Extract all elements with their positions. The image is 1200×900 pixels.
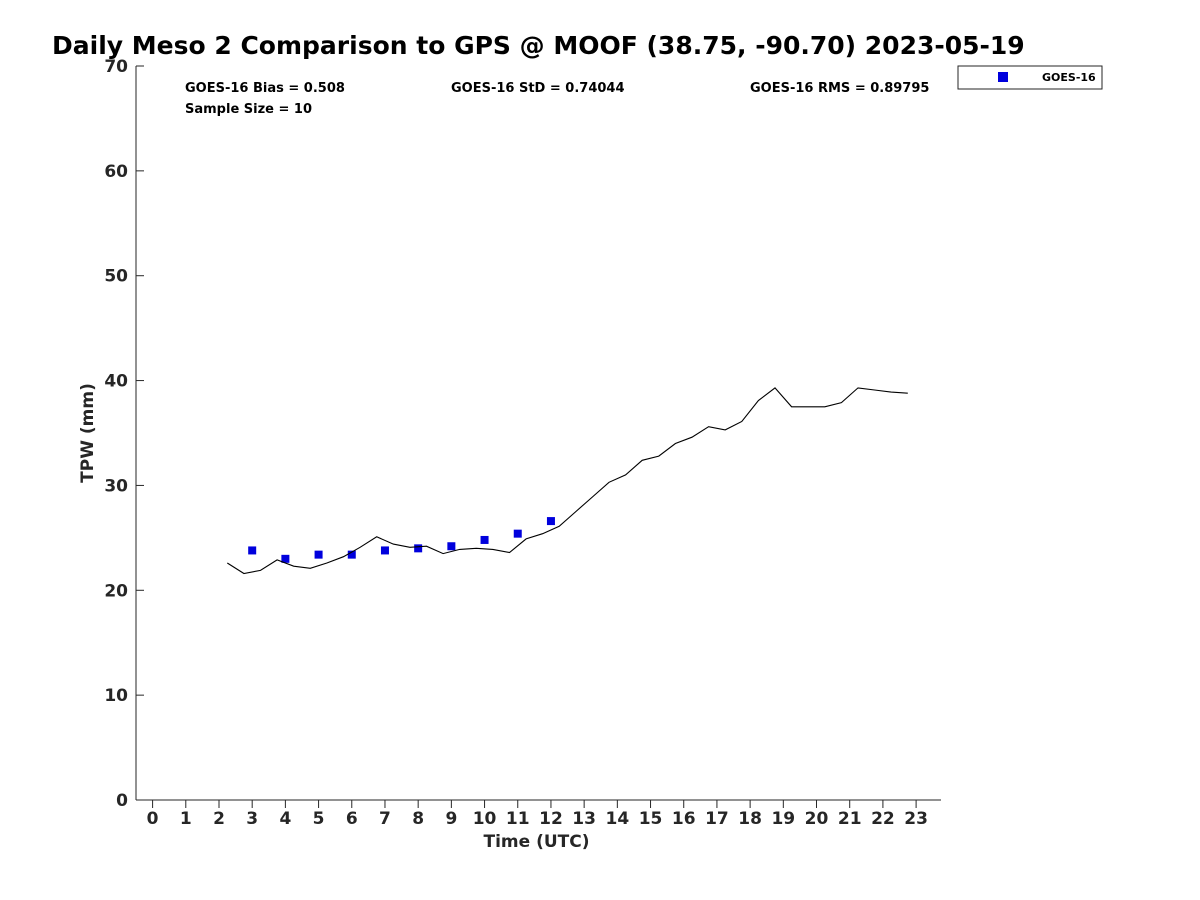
x-tick-label: 5 — [313, 809, 325, 829]
x-tick-label: 9 — [445, 809, 457, 829]
statistics-annotations: GOES-16 Bias = 0.508 GOES-16 StD = 0.740… — [185, 81, 929, 117]
goes16-data-point — [248, 546, 257, 555]
x-tick-label: 4 — [279, 809, 291, 829]
y-ticks: 0 10 20 30 40 50 60 70 — [104, 57, 144, 811]
axes — [135, 66, 941, 801]
goes16-data-point — [281, 554, 290, 563]
x-tick-label: 20 — [805, 809, 829, 829]
x-tick-label: 8 — [412, 809, 424, 829]
goes16-data-point — [513, 529, 522, 538]
y-axis-label: TPW (mm) — [78, 383, 98, 483]
x-tick-label: 3 — [246, 809, 258, 829]
x-tick-label: 13 — [572, 809, 596, 829]
x-tick-label: 2 — [213, 809, 225, 829]
x-tick-label: 1 — [180, 809, 192, 829]
x-tick-label: 10 — [473, 809, 497, 829]
chart-title: Daily Meso 2 Comparison to GPS @ MOOF (3… — [52, 31, 1025, 60]
y-tick-label: 0 — [116, 791, 128, 811]
y-tick-label: 30 — [104, 476, 128, 496]
goes16-data-point — [314, 550, 323, 559]
goes16-data-point — [380, 546, 389, 555]
x-tick-label: 23 — [904, 809, 928, 829]
legend-label-goes16: GOES-16 — [1042, 71, 1096, 84]
std-annotation: GOES-16 StD = 0.74044 — [451, 81, 625, 96]
y-tick-label: 10 — [104, 686, 128, 706]
sample-size-annotation: Sample Size = 10 — [185, 102, 312, 117]
x-tick-label: 21 — [838, 809, 862, 829]
x-tick-label: 16 — [672, 809, 696, 829]
goes16-data-point — [480, 535, 489, 544]
y-tick-label: 70 — [104, 57, 128, 77]
x-tick-label: 18 — [738, 809, 762, 829]
x-tick-label: 22 — [871, 809, 895, 829]
rms-annotation: GOES-16 RMS = 0.89795 — [750, 81, 929, 96]
x-tick-label: 0 — [147, 809, 159, 829]
x-tick-label: 12 — [539, 809, 563, 829]
legend-marker — [998, 72, 1008, 82]
y-tick-label: 40 — [104, 372, 128, 392]
y-tick-label: 20 — [104, 581, 128, 601]
y-tick-label: 50 — [104, 267, 128, 287]
x-tick-label: 14 — [606, 809, 630, 829]
x-tick-label: 19 — [771, 809, 795, 829]
x-tick-label: 7 — [379, 809, 391, 829]
x-tick-label: 17 — [705, 809, 729, 829]
gps-tpw-line — [227, 387, 908, 575]
x-tick-label: 6 — [346, 809, 358, 829]
y-tick-label: 60 — [104, 162, 128, 182]
series-layer — [227, 387, 908, 575]
x-axis-label: Time (UTC) — [483, 832, 589, 852]
goes16-data-point — [546, 517, 555, 526]
x-tick-label: 15 — [639, 809, 663, 829]
goes16-data-point — [347, 550, 356, 559]
goes16-data-point — [414, 544, 423, 553]
x-tick-label: 11 — [506, 809, 530, 829]
legend: GOES-16 — [957, 65, 1103, 90]
x-ticks: 0 1 2 3 4 5 6 7 8 9 10 11 12 13 14 15 16 17 18 19 20 21 22 23 — [147, 800, 928, 829]
bias-annotation: GOES-16 Bias = 0.508 — [185, 81, 345, 96]
goes16-data-point — [447, 542, 456, 551]
legend-box — [957, 65, 1103, 90]
